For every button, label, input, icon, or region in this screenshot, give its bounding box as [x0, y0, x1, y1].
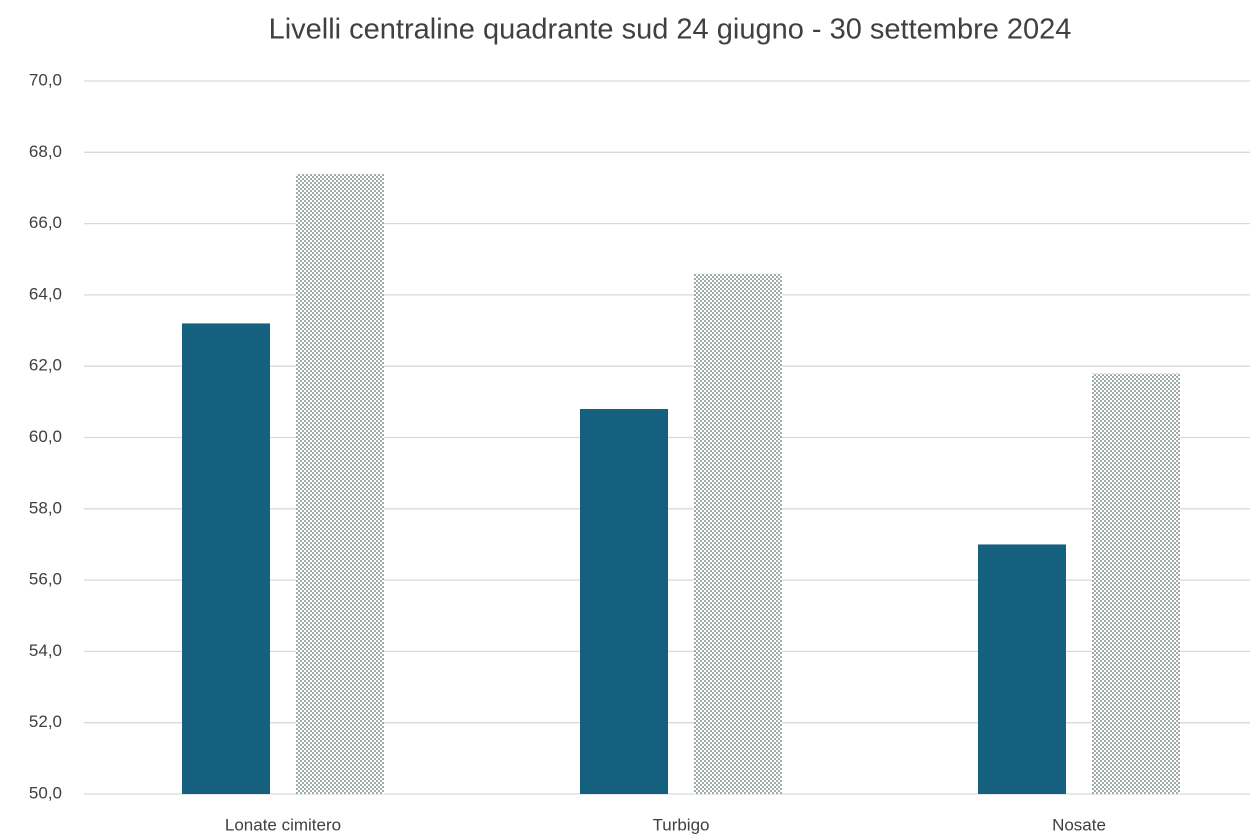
y-tick-label: 68,0 [29, 142, 62, 161]
y-tick-label: 64,0 [29, 284, 62, 303]
y-tick-label: 56,0 [29, 570, 62, 589]
bar [182, 323, 270, 794]
x-tick-label: Nosate [1052, 815, 1106, 834]
x-tick-label: Turbigo [652, 815, 709, 834]
bar [296, 173, 384, 794]
y-tick-label: 66,0 [29, 213, 62, 232]
bar [978, 544, 1066, 794]
y-tick-label: 62,0 [29, 356, 62, 375]
bar [580, 408, 668, 794]
y-tick-label: 52,0 [29, 712, 62, 731]
bar [694, 273, 782, 794]
y-tick-label: 50,0 [29, 783, 62, 802]
y-tick-label: 54,0 [29, 641, 62, 660]
x-tick-label: Lonate cimitero [225, 815, 341, 834]
y-tick-label: 58,0 [29, 498, 62, 517]
y-tick-label: 60,0 [29, 427, 62, 446]
chart-title: Livelli centraline quadrante sud 24 giug… [269, 14, 1072, 46]
bar [1092, 373, 1180, 794]
y-tick-label: 70,0 [29, 70, 62, 89]
